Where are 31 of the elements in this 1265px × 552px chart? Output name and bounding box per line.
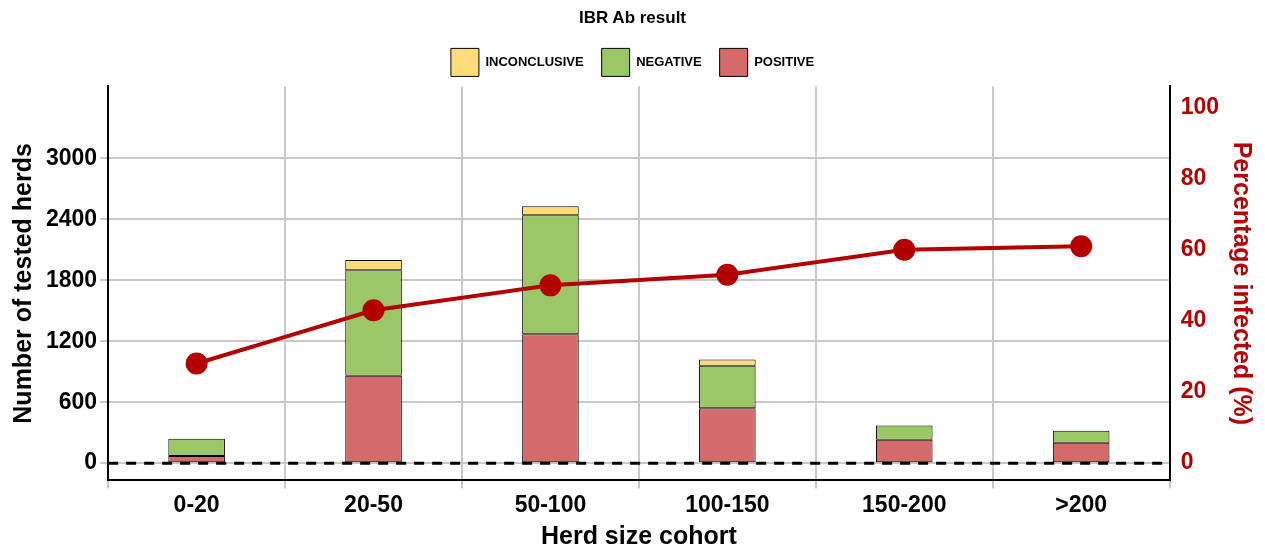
y2-axis-title: Percentage infected (%): [1229, 141, 1258, 426]
legend-label: POSITIVE: [754, 53, 815, 69]
legend-title: IBR Ab result: [578, 8, 687, 28]
y-tick-label: 1800: [45, 265, 98, 292]
y-tick-label: 2400: [45, 204, 98, 231]
x-tick-label: 100-150: [685, 490, 770, 517]
y2-tick-label: 40: [1180, 306, 1207, 333]
y2-tick-label: 60: [1180, 235, 1207, 262]
legend-label: INCONCLUSIVE: [485, 53, 584, 69]
x-tick-label: 0-20: [173, 490, 220, 517]
y2-tick-label: 20: [1180, 377, 1207, 404]
y-tick-label: 1200: [45, 326, 98, 353]
x-tick-label: 150-200: [862, 490, 947, 517]
point: [539, 274, 562, 297]
y-tick-label: 0: [84, 448, 98, 475]
x-tick-label: >200: [1055, 490, 1108, 517]
x-tick-label: 20-50: [344, 490, 403, 517]
x-axis-title: Herd size cohort: [540, 520, 738, 549]
point: [893, 238, 916, 261]
y-tick-label: 3000: [45, 143, 98, 170]
y2-tick-label: 0: [1180, 448, 1194, 475]
y2-tick-label: 100: [1180, 93, 1219, 120]
x-tick-label: 50-100: [514, 490, 587, 517]
point: [1070, 235, 1093, 258]
point: [185, 352, 208, 375]
legend-label: NEGATIVE: [636, 53, 702, 69]
y-axis-title: Number of tested herds: [7, 143, 36, 424]
y2-tick-label: 80: [1180, 164, 1207, 191]
point: [716, 263, 739, 286]
y-tick-label: 600: [58, 387, 98, 414]
point: [362, 299, 385, 322]
